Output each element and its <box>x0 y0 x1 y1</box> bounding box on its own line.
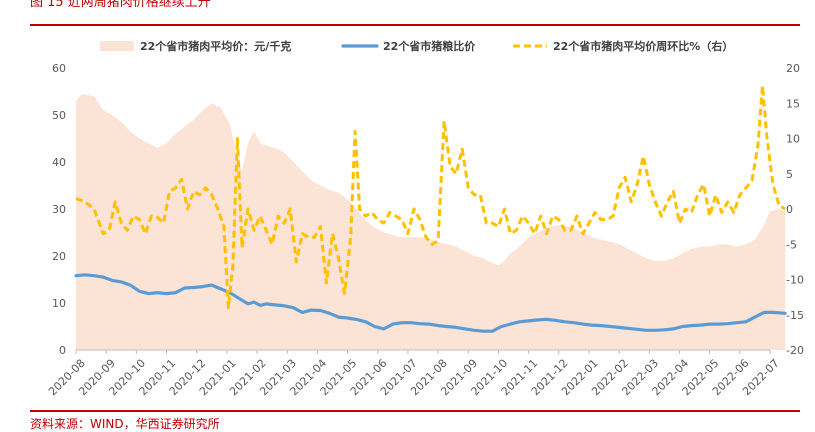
series-line-2 <box>75 84 786 310</box>
source-note: 资料来源：WIND，华西证券研究所 <box>30 417 220 431</box>
y-right-tick-label: 5 <box>786 168 793 181</box>
top-divider <box>30 24 800 26</box>
legend-label: 22个省市猪肉平均价：元/千克 <box>140 39 291 53</box>
y-right-tick-label: -15 <box>786 309 804 322</box>
price-chart: 2020-082020-092020-102020-112020-122021-… <box>46 39 804 398</box>
legend-label: 22个省市猪肉平均价周环比%（右） <box>553 39 733 53</box>
y-left-tick-label: 0 <box>59 344 66 357</box>
y-right-tick-label: 15 <box>786 97 800 110</box>
y-left-tick-label: 30 <box>52 203 66 216</box>
series-line-1 <box>74 273 787 333</box>
series-area-0 <box>76 93 786 351</box>
line-layer <box>74 84 787 333</box>
y-right-tick-label: -10 <box>786 274 804 287</box>
y-right-tick-label: -5 <box>786 238 797 251</box>
y-left-tick-label: 10 <box>52 297 66 310</box>
legend-swatch-area <box>100 41 134 51</box>
area-layer <box>76 93 786 351</box>
y-right-tick-label: -20 <box>786 344 804 357</box>
y-right-tick-label: 20 <box>786 62 800 75</box>
y-right-tick-label: 0 <box>786 203 793 216</box>
y-right-tick-label: 10 <box>786 133 800 146</box>
y-left-tick-label: 20 <box>52 250 66 263</box>
y-left-tick-label: 50 <box>52 109 66 122</box>
bottom-divider <box>30 410 800 412</box>
legend: 22个省市猪肉平均价：元/千克 22个省市猪粮比价 22个省市猪肉平均价周环比%（右… <box>100 39 733 53</box>
figure-title: 图 15 近两周猪肉价格继续上升 <box>30 0 211 10</box>
y-left-tick-label: 60 <box>52 62 66 75</box>
y-left-tick-label: 40 <box>52 156 66 169</box>
legend-label: 22个省市猪粮比价 <box>383 39 476 53</box>
